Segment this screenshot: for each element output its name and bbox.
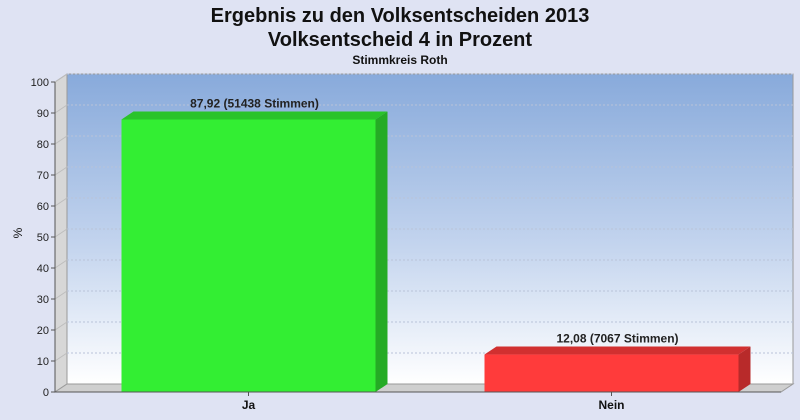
chart-subtitle-region: Stimmkreis Roth [352,53,448,67]
bar-front [484,354,739,392]
gridline-side [54,166,68,176]
gridline-side [54,135,68,145]
y-tick-label: 0 [43,387,49,399]
gridline-side [54,73,68,83]
gridline-side [54,352,68,362]
x-axis: Ja Nein [55,391,781,412]
bar-top [484,346,751,355]
y-tick-label: 30 [37,294,49,306]
y-tick-label: 70 [37,170,49,182]
y-tick-label: 50 [37,232,49,244]
bar-side [375,111,388,392]
y-tick-label: 10 [37,356,49,368]
data-labels: 87,92 (51438 Stimmen) 12,08 (7067 Stimmen… [190,96,678,345]
bar-front [121,119,376,392]
data-label: 87,92 (51438 Stimmen) [190,96,319,110]
y-tick-label: 40 [37,263,49,275]
y-tick-label: 60 [37,201,49,213]
gridline-side [54,104,68,114]
gridline-side [54,228,68,238]
chart-subtitle: Volksentscheid 4 in Prozent [267,29,533,51]
bar-side [738,346,751,392]
x-tick-label: Ja [242,398,256,412]
x-tick-label: Nein [598,398,624,412]
y-tick-label: 20 [37,325,49,337]
bar-top [121,111,388,120]
bar-nein [484,346,751,392]
y-axis-label: % [11,227,25,238]
gridline-side [54,321,68,331]
gridline-side [54,259,68,269]
y-axis: 0 10 20 30 40 50 60 70 80 90 100 [31,77,56,399]
data-label: 12,08 (7067 Stimmen) [556,332,678,346]
gridline-side [54,290,68,300]
y-tick-label: 80 [37,139,49,151]
gridline-side [54,197,68,207]
bars [121,111,751,392]
chart-title: Ergebnis zu den Volksentscheiden 2013 [210,5,590,27]
y-tick-label: 100 [31,77,49,89]
bar-ja [121,111,388,392]
y-tick-label: 90 [37,108,49,120]
